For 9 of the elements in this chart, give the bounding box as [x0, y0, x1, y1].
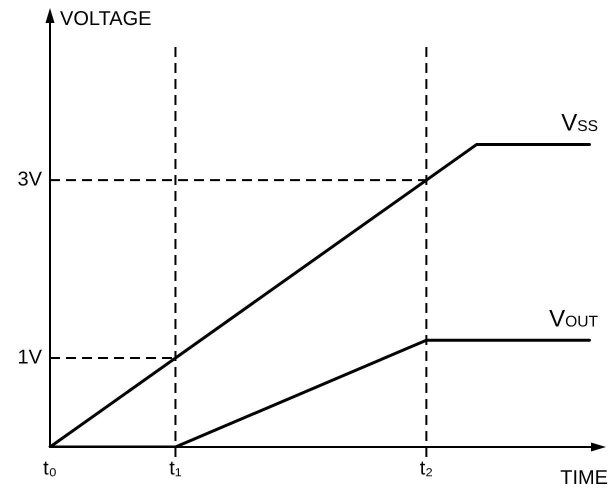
series-label: VSS [561, 110, 598, 137]
y-axis-title: VOLTAGE [60, 8, 152, 30]
y-tick-label: 1V [18, 346, 43, 369]
x-axis-title: TIME [560, 467, 608, 489]
x-tick-label: t₂ [420, 458, 434, 480]
x-tick-label: t₀ [43, 458, 57, 480]
series-label: VOUT [549, 305, 598, 332]
y-tick-label: 3V [18, 168, 43, 191]
x-tick-label: t₁ [169, 458, 182, 480]
